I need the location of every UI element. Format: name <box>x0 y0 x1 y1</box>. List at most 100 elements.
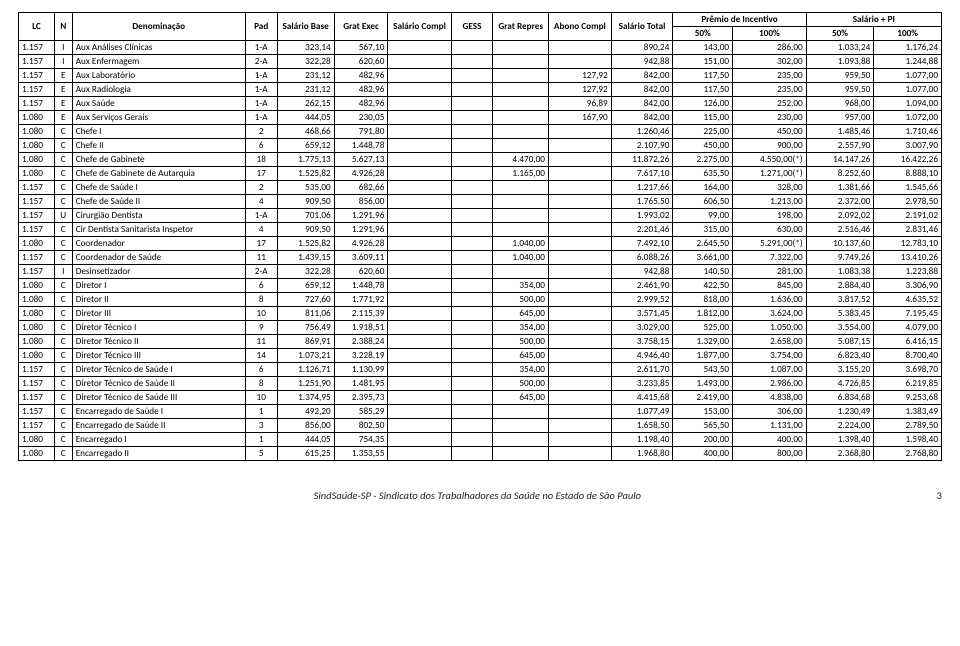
cell-n: I <box>54 265 72 279</box>
cell-pad: 11 <box>245 335 277 349</box>
cell-s50: 1.093,88 <box>806 55 874 69</box>
cell-ge: 1.353,55 <box>334 447 388 461</box>
cell-sb: 444,05 <box>277 111 334 125</box>
cell-gs <box>451 223 493 237</box>
cell-p50: 99,00 <box>673 209 733 223</box>
cell-p100: 302,00 <box>733 55 807 69</box>
cell-p100: 1.131,00 <box>733 419 807 433</box>
cell-lc: 1.157 <box>19 55 55 69</box>
cell-p50: 200,00 <box>673 433 733 447</box>
cell-sc <box>388 447 451 461</box>
cell-st: 7.492,10 <box>611 237 673 251</box>
col-sal-base: Salário Base <box>277 13 334 41</box>
cell-p100: 230,00 <box>733 111 807 125</box>
cell-p50: 565,50 <box>673 419 733 433</box>
cell-ac: 127,92 <box>548 69 611 83</box>
cell-lc: 1.157 <box>19 83 55 97</box>
cell-pad: 3 <box>245 419 277 433</box>
cell-s100: 13.410,26 <box>874 251 942 265</box>
cell-pad: 1 <box>245 433 277 447</box>
cell-s100: 6.416,15 <box>874 335 942 349</box>
table-row: 1.157CCoordenador de Saúde111.439,153.60… <box>19 251 942 265</box>
cell-p50: 115,00 <box>673 111 733 125</box>
table-row: 1.080CDiretor Técnico III141.073,213.228… <box>19 349 942 363</box>
cell-s100: 8.700,40 <box>874 349 942 363</box>
cell-s50: 1.230,49 <box>806 405 874 419</box>
cell-ge: 1.918,51 <box>334 321 388 335</box>
cell-pad: 1 <box>245 405 277 419</box>
table-row: 1.080CEncarregado I1444,05754,351.198,40… <box>19 433 942 447</box>
cell-lc: 1.080 <box>19 167 55 181</box>
cell-sc <box>388 83 451 97</box>
cell-n: C <box>54 335 72 349</box>
table-row: 1.157CCir Dentista Sanitarista Inspetor4… <box>19 223 942 237</box>
cell-sb: 659,12 <box>277 139 334 153</box>
cell-d: Diretor Técnico III <box>72 349 245 363</box>
cell-s50: 2.368,80 <box>806 447 874 461</box>
cell-st: 1.993,02 <box>611 209 673 223</box>
cell-st: 2.201,46 <box>611 223 673 237</box>
cell-d: Aux Radiologia <box>72 83 245 97</box>
cell-st: 11.872,26 <box>611 153 673 167</box>
col-sal-pi: Salário + PI <box>806 13 941 27</box>
cell-n: E <box>54 111 72 125</box>
cell-n: C <box>54 251 72 265</box>
cell-p50: 117,50 <box>673 83 733 97</box>
cell-ge: 3.228,19 <box>334 349 388 363</box>
cell-gr <box>493 405 549 419</box>
cell-p100: 4.550,00(*) <box>733 153 807 167</box>
cell-gr <box>493 447 549 461</box>
cell-p100: 1.271,00(*) <box>733 167 807 181</box>
cell-n: C <box>54 391 72 405</box>
cell-n: C <box>54 349 72 363</box>
cell-d: Cirurgião Dentista <box>72 209 245 223</box>
cell-sb: 262,15 <box>277 97 334 111</box>
cell-s100: 1.710,46 <box>874 125 942 139</box>
cell-gr: 1.040,00 <box>493 237 549 251</box>
cell-p100: 630,00 <box>733 223 807 237</box>
cell-d: Chefe de Gabinete <box>72 153 245 167</box>
cell-sb: 1.126,71 <box>277 363 334 377</box>
cell-ge: 1.448,78 <box>334 279 388 293</box>
cell-p50: 543,50 <box>673 363 733 377</box>
table-row: 1.157EAux Laboratório1-A231,12482,96127,… <box>19 69 942 83</box>
cell-s100: 2.789,50 <box>874 419 942 433</box>
col-premio-50: 50% <box>673 27 733 41</box>
cell-st: 2.611,70 <box>611 363 673 377</box>
footer-page: 3 <box>937 489 942 502</box>
cell-ge: 1.130,99 <box>334 363 388 377</box>
cell-pad: 2-A <box>245 265 277 279</box>
cell-d: Diretor Técnico II <box>72 335 245 349</box>
col-gess: GESS <box>451 13 493 41</box>
cell-gs <box>451 167 493 181</box>
cell-ge: 482,96 <box>334 83 388 97</box>
cell-s100: 1.598,40 <box>874 433 942 447</box>
cell-p50: 818,00 <box>673 293 733 307</box>
cell-s50: 2.092,02 <box>806 209 874 223</box>
cell-d: Chefe I <box>72 125 245 139</box>
cell-gs <box>451 419 493 433</box>
cell-lc: 1.080 <box>19 447 55 461</box>
cell-lc: 1.157 <box>19 195 55 209</box>
table-row: 1.157UCirurgião Dentista1-A701,061.291,9… <box>19 209 942 223</box>
cell-s50: 959,50 <box>806 83 874 97</box>
cell-d: Diretor Técnico de Saúde III <box>72 391 245 405</box>
cell-ge: 1.291,96 <box>334 209 388 223</box>
cell-n: E <box>54 97 72 111</box>
cell-sb: 811,06 <box>277 307 334 321</box>
cell-sc <box>388 97 451 111</box>
cell-pad: 6 <box>245 279 277 293</box>
cell-pad: 4 <box>245 223 277 237</box>
cell-p50: 400,00 <box>673 447 733 461</box>
cell-p50: 1.329,00 <box>673 335 733 349</box>
cell-sc <box>388 321 451 335</box>
cell-pad: 9 <box>245 321 277 335</box>
cell-p100: 4.838,00 <box>733 391 807 405</box>
cell-s100: 8.888,10 <box>874 167 942 181</box>
cell-n: C <box>54 321 72 335</box>
cell-s100: 3.306,90 <box>874 279 942 293</box>
cell-gs <box>451 363 493 377</box>
table-row: 1.157CChefe de Saúde I2535,00682,661.217… <box>19 181 942 195</box>
cell-st: 1.658,50 <box>611 419 673 433</box>
cell-pad: 1-A <box>245 83 277 97</box>
